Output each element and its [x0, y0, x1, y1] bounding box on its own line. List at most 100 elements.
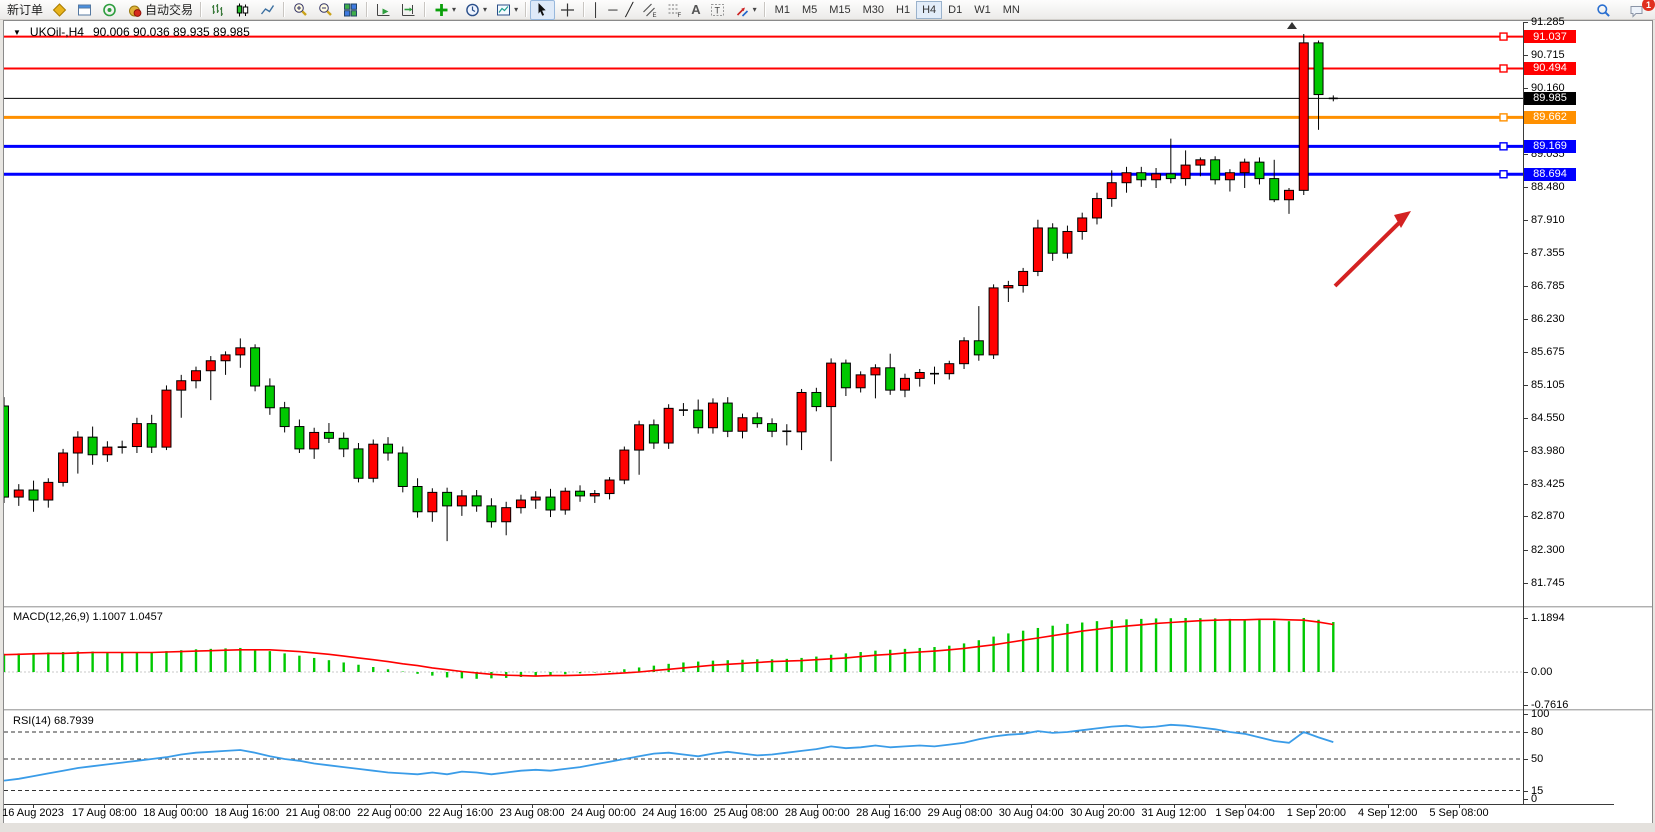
- tab-m1[interactable]: M1: [769, 1, 796, 19]
- date-label: 23 Aug 08:00: [499, 807, 565, 819]
- date-tick: [1031, 804, 1033, 808]
- data-window-button[interactable]: [72, 0, 97, 20]
- navigator-button[interactable]: [97, 0, 122, 20]
- price-tick: [1523, 516, 1528, 518]
- date-tick: [1316, 804, 1318, 808]
- horizontal-line-tool[interactable]: ─: [604, 0, 621, 20]
- macd-tick: [1523, 705, 1528, 706]
- auto-scroll-button[interactable]: [371, 0, 396, 20]
- window-bottom-strip: [0, 823, 1655, 832]
- zoom-out-button[interactable]: [313, 0, 338, 20]
- macd-separator[interactable]: [4, 606, 1652, 608]
- zoom-in-button[interactable]: [288, 0, 313, 20]
- main-chart[interactable]: [4, 22, 1523, 606]
- rsi-panel[interactable]: [4, 712, 1523, 804]
- tab-mn[interactable]: MN: [997, 1, 1026, 19]
- tab-h4[interactable]: H4: [916, 0, 943, 19]
- vertical-line-tool[interactable]: │: [588, 0, 604, 20]
- macd-panel[interactable]: [4, 608, 1523, 708]
- price-tick-label: 85.675: [1531, 345, 1565, 358]
- rsi-tick: [1523, 732, 1528, 733]
- rsi-tick: [1523, 799, 1528, 800]
- chart-title: ▼ UKOil-,H4 90.006 90.036 89.935 89.985: [13, 25, 250, 39]
- toolbar-separator: [366, 2, 369, 17]
- tab-w1-label: W1: [974, 3, 991, 16]
- fibonacci-icon: F: [668, 4, 682, 18]
- text-tool[interactable]: A: [687, 0, 704, 20]
- price-tick: [1523, 549, 1528, 551]
- date-label: 5 Sep 08:00: [1429, 807, 1489, 819]
- periods-dropdown-caret: ▾: [483, 4, 488, 14]
- text-label-icon: T: [710, 3, 724, 16]
- tab-m15[interactable]: M15: [823, 1, 856, 19]
- tab-m5[interactable]: M5: [796, 1, 823, 19]
- date-tick: [1387, 804, 1389, 808]
- price-tick-label: 82.870: [1531, 510, 1565, 523]
- chart-window[interactable]: ▼ UKOil-,H4 90.006 90.036 89.935 89.985 …: [2, 16, 1653, 824]
- autotrading-button[interactable]: 自动交易: [122, 0, 197, 20]
- rsi-tick-label: 50: [1531, 753, 1544, 765]
- tab-m30[interactable]: M30: [857, 1, 890, 19]
- rsi-tick: [1523, 790, 1528, 792]
- svg-text:T: T: [714, 5, 720, 15]
- macd-tick: [1523, 672, 1528, 673]
- rsi-separator[interactable]: [4, 709, 1652, 711]
- fibonacci-tool[interactable]: F: [662, 0, 687, 20]
- price-tick-label: 86.785: [1531, 280, 1565, 293]
- templates-button[interactable]: ▾: [491, 0, 522, 20]
- date-label: 4 Sep 12:00: [1358, 807, 1418, 819]
- date-label: 28 Aug 16:00: [856, 807, 922, 819]
- price-tick-label: 83.980: [1531, 445, 1565, 458]
- price-tick: [1523, 55, 1528, 57]
- cursor-tool-button[interactable]: [530, 0, 556, 20]
- trendline-tool[interactable]: ╱: [621, 0, 637, 20]
- periods-button[interactable]: ▾: [460, 0, 491, 20]
- date-label: 18 Aug 00:00: [143, 807, 209, 819]
- tab-d1[interactable]: D1: [942, 1, 968, 19]
- tab-w1[interactable]: W1: [968, 1, 997, 19]
- search-button[interactable]: [1591, 1, 1616, 21]
- notifications-button[interactable]: 1: [1624, 0, 1655, 21]
- arrows-tool[interactable]: ▾: [730, 0, 761, 20]
- channel-tool[interactable]: E: [637, 0, 662, 20]
- rsi-indicator-label: RSI(14) 68.7939: [13, 715, 94, 727]
- date-tick: [318, 804, 320, 808]
- toolbar-right-group: 1: [1591, 0, 1655, 21]
- price-tick: [1523, 451, 1528, 453]
- bar-chart-button[interactable]: [205, 0, 230, 20]
- text-label-tool[interactable]: T: [705, 0, 730, 20]
- toolbar-separator: [200, 2, 203, 17]
- date-tick: [959, 804, 961, 808]
- macd-tick: [1523, 618, 1528, 619]
- market-watch-button[interactable]: [47, 0, 72, 20]
- indicators-button[interactable]: ▾: [429, 0, 460, 20]
- date-tick: [888, 804, 890, 808]
- tab-h1[interactable]: H1: [890, 1, 916, 19]
- new-order-button[interactable]: 新订单: [3, 0, 47, 20]
- price-tick: [1523, 582, 1528, 584]
- chart-shift-button[interactable]: [396, 0, 421, 20]
- tab-h4-label: H4: [922, 3, 937, 16]
- arrow-objects-icon: [736, 7, 748, 17]
- trendline-icon: ╱: [625, 1, 634, 17]
- date-label: 24 Aug 16:00: [642, 807, 708, 819]
- tile-windows-button[interactable]: [338, 0, 363, 20]
- date-label: 18 Aug 16:00: [214, 807, 280, 819]
- date-tick: [460, 804, 462, 808]
- candlestick-button[interactable]: [230, 0, 255, 20]
- symbol-dropdown-caret[interactable]: ▼: [13, 27, 21, 37]
- price-tick: [1523, 385, 1528, 387]
- date-tick: [674, 804, 676, 808]
- line-chart-button[interactable]: [255, 0, 280, 20]
- tab-m30-label: M30: [862, 3, 885, 16]
- arrows-dropdown-caret: ▾: [752, 4, 757, 14]
- toolbar: 新订单 自动交易: [0, 0, 1655, 20]
- date-label: 22 Aug 00:00: [357, 807, 422, 819]
- toolbar-separator: [424, 2, 427, 17]
- level-price-label: 90.494: [1524, 61, 1576, 75]
- crosshair-tool-button[interactable]: [555, 0, 580, 20]
- data-window-icon: [78, 4, 92, 15]
- candlestick-icon: [236, 3, 249, 16]
- date-tick: [104, 804, 106, 808]
- price-tick-label: 91.285: [1531, 16, 1565, 28]
